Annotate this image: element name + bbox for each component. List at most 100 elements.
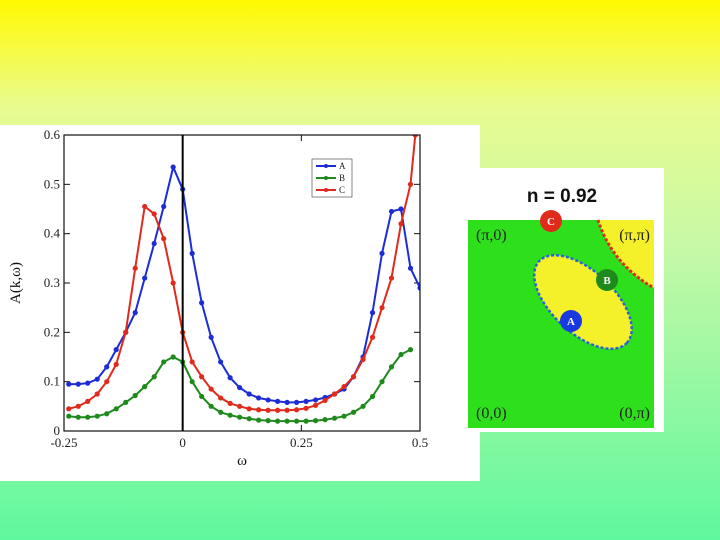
series-line-c (68, 135, 417, 412)
data-point-a (94, 376, 100, 382)
data-point-b (151, 374, 157, 380)
data-point-b (66, 413, 72, 419)
data-point-a (151, 240, 157, 247)
data-point-a (256, 395, 262, 401)
data-point-a (104, 364, 110, 370)
data-point-a (208, 334, 214, 340)
fermi-surface-map: n = 0.92 (π,0) (π,π) (0,0) (0,π) C B A (462, 168, 664, 432)
map-title: n = 0.92 (527, 186, 597, 207)
point-a-marker (560, 310, 582, 332)
data-point-c (379, 305, 385, 311)
central-pocket-fill (533, 253, 633, 351)
data-point-b (123, 399, 129, 405)
data-point-b (369, 393, 376, 400)
data-point-b (199, 393, 205, 400)
legend-marker-c (324, 188, 328, 192)
data-point-b (208, 403, 214, 409)
data-point-a (170, 164, 176, 170)
data-point-c (341, 384, 347, 390)
data-point-a (284, 399, 290, 405)
data-point-c (388, 275, 395, 281)
data-point-b (284, 418, 290, 424)
data-point-a (237, 384, 243, 391)
chart-series-layer (66, 135, 420, 424)
corner-label-bottom-right: (0,π) (619, 405, 650, 422)
legend-label-a: A (339, 161, 346, 171)
data-point-b (113, 406, 119, 412)
data-point-b (132, 392, 138, 399)
data-point-a (417, 285, 420, 291)
corner-fermi-pocket (596, 219, 655, 290)
data-point-c (104, 379, 110, 385)
y-tick-label: 0.5 (44, 176, 60, 191)
data-point-c (66, 406, 72, 412)
y-tick-label: 0.1 (44, 374, 60, 389)
data-point-c (407, 181, 414, 187)
data-point-c (246, 406, 252, 412)
corner-pocket-fill (598, 220, 654, 288)
point-b-marker (596, 269, 618, 291)
data-point-b (256, 417, 262, 423)
data-point-c (170, 280, 176, 286)
legend-marker-a (324, 164, 328, 168)
data-point-c (199, 374, 205, 380)
data-point-c (151, 211, 157, 217)
data-point-c (350, 374, 357, 380)
data-point-c (132, 265, 138, 271)
data-point-a (199, 300, 205, 306)
corner-label-bottom-left: (0,0) (476, 405, 507, 422)
data-point-a (407, 265, 414, 271)
data-point-c (265, 407, 271, 413)
data-point-b (218, 409, 224, 415)
data-point-c (123, 329, 129, 335)
data-point-a (303, 398, 309, 404)
data-point-c (85, 398, 91, 404)
central-fermi-pocket (533, 253, 633, 351)
point-b-label: B (603, 275, 611, 287)
data-point-a (293, 399, 300, 405)
data-point-b (407, 347, 414, 353)
legend-label-c: C (339, 185, 345, 195)
corner-label-top-right: (π,π) (619, 227, 650, 244)
spectral-function-chart: 0 0.1 0.2 0.3 0.4 0.5 0.6 -0.25 0 0.25 0.5 ω A(k,ω… (0, 125, 480, 481)
plot-frame (63, 134, 421, 432)
x-tick-label: -0.25 (50, 435, 77, 450)
data-point-b (398, 351, 404, 358)
data-point-a (388, 208, 395, 215)
data-point-b (350, 409, 357, 415)
data-point-a (189, 250, 195, 256)
data-point-a (75, 381, 81, 387)
x-axis-label: ω (237, 453, 247, 469)
corner-pocket-edge (596, 219, 655, 290)
data-point-c (237, 403, 243, 409)
data-point-a (265, 397, 271, 403)
y-tick-label: 0.6 (44, 127, 61, 142)
legend-label-b: B (339, 173, 345, 183)
data-point-b (170, 354, 176, 360)
x-tick-label: 0.5 (412, 435, 428, 450)
data-point-a (161, 203, 167, 210)
data-point-b (312, 418, 319, 424)
data-point-c (113, 361, 119, 367)
x-tick-label: 0 (179, 435, 186, 450)
data-point-c (161, 236, 167, 242)
point-a-label: A (567, 316, 575, 328)
data-point-c (218, 395, 224, 401)
data-point-b (341, 413, 347, 419)
data-point-b (360, 403, 366, 409)
data-point-b (331, 415, 338, 421)
data-point-b (75, 414, 81, 420)
data-point-c (284, 407, 290, 413)
data-point-b (94, 413, 100, 419)
momentum-point-b: B (596, 269, 618, 291)
corner-label-top-left: (π,0) (476, 227, 507, 244)
data-point-c (189, 359, 195, 365)
momentum-point-c: C (540, 210, 562, 232)
data-point-b (293, 418, 300, 424)
data-point-c (369, 334, 376, 340)
data-point-b (246, 416, 252, 422)
data-point-b (265, 418, 271, 424)
momentum-point-a: A (560, 310, 582, 332)
data-point-c (412, 135, 418, 138)
data-point-b (275, 418, 281, 424)
